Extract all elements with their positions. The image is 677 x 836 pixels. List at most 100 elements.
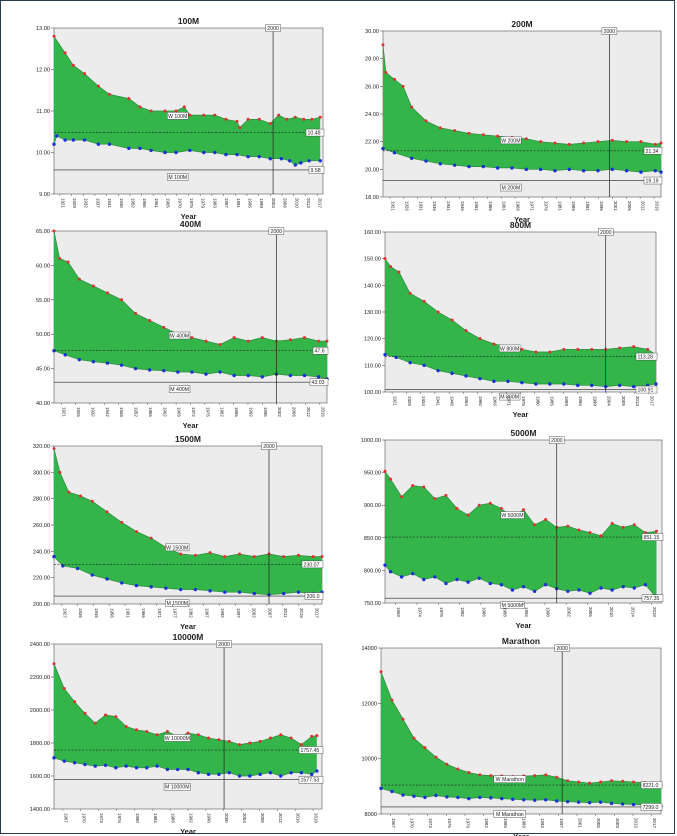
x-tick-label: 1982	[460, 607, 465, 617]
men-point	[450, 371, 454, 376]
women-point	[562, 347, 566, 351]
men-point	[190, 370, 194, 374]
y-tick-label: 18.00	[365, 195, 379, 201]
women-point	[553, 141, 557, 145]
women-point	[381, 43, 385, 47]
women-point	[104, 713, 108, 717]
x-tick-label: 2012	[306, 407, 311, 417]
chart-title: 400M	[180, 219, 201, 229]
men-point	[522, 798, 526, 802]
women-point	[576, 347, 580, 351]
x-tick-label: 1977	[173, 608, 178, 618]
women-point	[258, 739, 262, 743]
x-tick-label: 1971	[529, 201, 534, 211]
x-tick-label: 1921	[62, 407, 67, 417]
year-2000-box	[261, 442, 277, 450]
plot-area	[382, 30, 662, 198]
men-point	[548, 382, 552, 386]
men-series-label: M 5000M	[502, 603, 524, 609]
women-point	[223, 555, 227, 559]
women-point	[208, 551, 212, 555]
men-point	[107, 142, 112, 146]
x-tick-label: 1956	[488, 201, 493, 211]
x-tick-label: 1941	[435, 396, 440, 406]
women-ref-label-box	[305, 128, 325, 137]
men-point	[401, 793, 405, 797]
men-point	[71, 138, 76, 142]
men-point	[90, 573, 94, 577]
men-point	[196, 771, 201, 775]
x-tick-label: 1966	[492, 396, 497, 406]
men-point	[257, 154, 261, 159]
men-point	[188, 148, 192, 153]
women-point	[588, 531, 592, 535]
y-tick-label: 60.00	[36, 263, 50, 269]
men-point	[639, 170, 643, 174]
women-point	[379, 670, 383, 674]
women-point	[186, 731, 190, 735]
women-point	[79, 494, 83, 498]
x-tick-label: 1981	[557, 201, 562, 211]
women-series-label: W 100M	[168, 114, 187, 120]
men-series-label-box	[168, 385, 191, 393]
women-point	[481, 133, 485, 137]
gap-area	[54, 663, 317, 776]
women-point	[217, 738, 221, 742]
men-point	[119, 363, 124, 367]
year-2000-label: 2000	[218, 642, 230, 648]
women-point	[138, 105, 142, 109]
x-tick-label: 2016	[655, 201, 660, 211]
men-point	[562, 382, 566, 386]
women-point	[268, 121, 272, 125]
men-point	[455, 577, 459, 582]
men-point	[134, 583, 139, 588]
men-point	[464, 374, 468, 378]
men-line	[384, 564, 657, 599]
women-ref-label: 10.48	[308, 131, 321, 137]
x-tick-label: 1954	[464, 396, 469, 406]
men-point	[127, 146, 131, 151]
women-point	[618, 346, 622, 350]
men-point	[91, 360, 96, 364]
men-point	[481, 164, 486, 169]
men-point	[204, 372, 208, 376]
women-point	[524, 137, 528, 141]
x-tick-label: 1975	[521, 396, 526, 406]
y-tick-label: 45.00	[36, 367, 50, 373]
men-ref-label: 19.19	[646, 179, 659, 185]
women-point	[422, 485, 426, 489]
men-point	[445, 795, 449, 799]
men-point	[75, 566, 80, 571]
women-point	[134, 530, 138, 534]
men-point	[186, 767, 190, 772]
men-point	[394, 355, 398, 360]
men-point	[577, 588, 581, 592]
x-tick-label: 1976	[543, 201, 548, 211]
women-point	[488, 501, 492, 505]
men-point	[434, 793, 438, 798]
x-tick-label: 1989	[522, 818, 527, 828]
men-point	[114, 766, 118, 770]
men-series-label-box	[500, 601, 525, 609]
men-point	[149, 148, 153, 153]
men-point	[379, 786, 383, 791]
women-point	[196, 733, 200, 737]
men-point	[543, 583, 548, 587]
men-point	[134, 766, 139, 770]
women-point	[293, 115, 297, 119]
men-point	[643, 583, 648, 587]
x-tick-label: 1928	[407, 396, 412, 406]
men-point	[587, 800, 592, 805]
x-tick-label: 1921	[60, 198, 65, 208]
men-point	[544, 798, 548, 802]
women-point	[268, 736, 272, 740]
x-tick-label: 1941	[107, 198, 112, 208]
women-point	[120, 520, 124, 524]
women-point	[288, 338, 292, 342]
x-tick-label: 1992	[248, 407, 253, 417]
women-point	[107, 92, 111, 96]
y-tick-label: 300.00	[33, 470, 50, 476]
women-series-label: W 800M	[500, 346, 519, 352]
men-series-label: M 200M	[502, 186, 521, 192]
women-point	[383, 469, 387, 473]
